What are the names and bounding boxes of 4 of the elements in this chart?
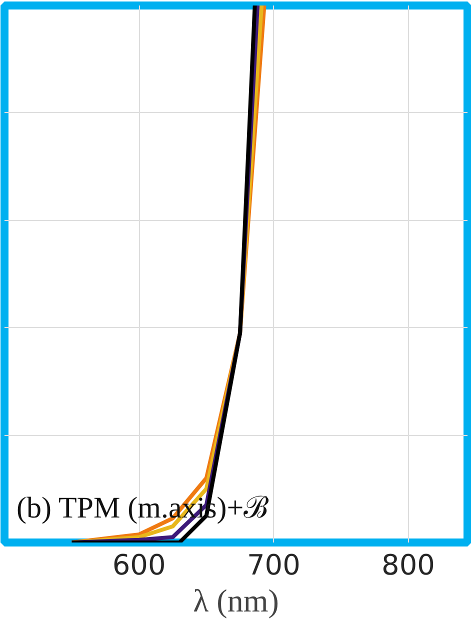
x-axis-title: λ (nm) xyxy=(193,582,279,618)
x-tick-label: 600 xyxy=(112,548,166,582)
x-tick-label: 800 xyxy=(382,548,436,582)
x-tick-label: 700 xyxy=(246,548,300,582)
